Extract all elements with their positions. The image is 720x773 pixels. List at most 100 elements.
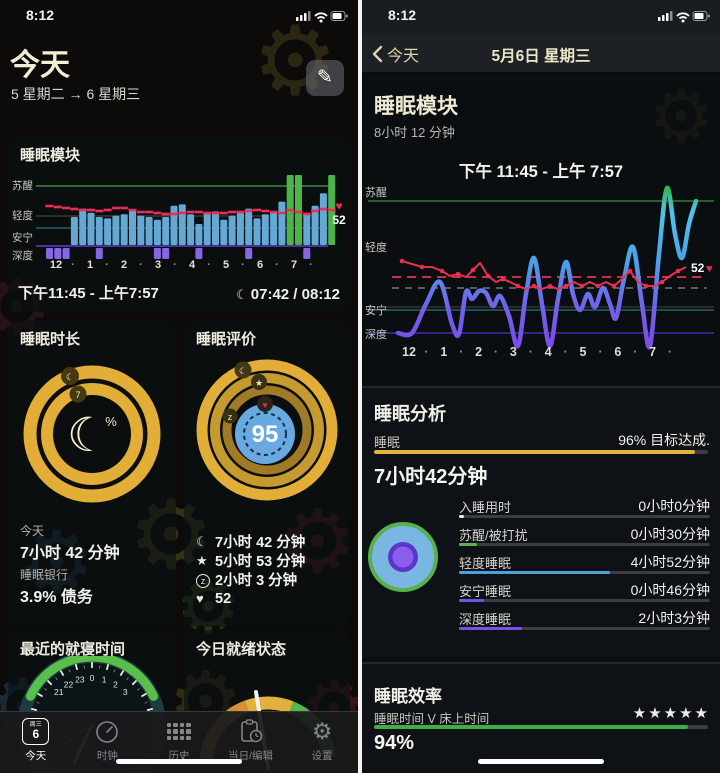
- svg-text:0: 0: [90, 673, 95, 683]
- svg-text:4: 4: [189, 259, 196, 271]
- svg-text:·: ·: [494, 345, 498, 359]
- svg-text:深度: 深度: [365, 327, 387, 341]
- svg-text:苏醒: 苏醒: [365, 186, 387, 199]
- sleep-analysis-section: 睡眠分析 睡眠 96% 目标达成. 7小时42分钟 入睡用时 0小时0分钟 苏醒/被…: [362, 388, 720, 658]
- stage-duration: 2小时3分钟: [638, 610, 710, 626]
- stage-progress-track: [459, 515, 710, 518]
- svg-text:·: ·: [241, 259, 245, 271]
- status-time: 8:12: [26, 7, 55, 23]
- sleep-bank-label: 睡眠银行: [20, 568, 69, 582]
- stage-progress-fill: [459, 627, 522, 630]
- asleep-vs-inbed: ☾ 07:42 / 08:12: [236, 286, 340, 303]
- svg-text:·: ·: [173, 259, 177, 271]
- svg-text:22: 22: [64, 679, 74, 689]
- sleep-stage-row[interactable]: 轻度睡眠 4小时52分钟: [459, 550, 710, 578]
- stage-duration: 0小时30分钟: [630, 526, 710, 542]
- tab-history[interactable]: 历史: [143, 712, 215, 773]
- svg-text:安宁: 安宁: [12, 231, 33, 244]
- score-stat-row: ☾ 7小时 42 分钟: [196, 532, 306, 552]
- star-cap-icon: ★: [255, 378, 263, 388]
- svg-text:1: 1: [102, 675, 107, 685]
- percent-label: %: [105, 414, 117, 429]
- today-label: 今天: [20, 524, 45, 538]
- svg-text:2: 2: [113, 679, 118, 689]
- svg-text:6: 6: [614, 345, 621, 359]
- tab-label: 时钟: [96, 750, 118, 762]
- svg-text:4: 4: [545, 345, 552, 359]
- status-icons: [658, 9, 710, 28]
- stage-duration: 0小时0分钟: [638, 498, 710, 514]
- tab-today[interactable]: 周三 6 今天: [0, 712, 72, 773]
- back-button[interactable]: 今天: [372, 42, 419, 66]
- sleep-duration-card[interactable]: 睡眠时长 ☾ 7 ☾ % 今天 7小时 42 分钟 睡眠银行 3.9% 债务: [8, 320, 176, 627]
- tab-clock[interactable]: 时钟: [72, 712, 144, 773]
- duration-rings: ☾ 7 ☾ %: [23, 365, 161, 503]
- star-icon: ★: [196, 552, 208, 568]
- svg-text:·: ·: [424, 345, 428, 359]
- moon-icon: ☾: [196, 533, 208, 549]
- section-title: 睡眠模块: [374, 95, 458, 118]
- card-title: 睡眠模块: [20, 147, 81, 164]
- card-title: 今日就绪状态: [196, 641, 287, 658]
- section-divider: [362, 386, 720, 388]
- svg-text:52: 52: [691, 261, 705, 275]
- score-stat-value: 5小时 53 分钟: [215, 554, 306, 570]
- edit-button[interactable]: ✎: [306, 60, 344, 96]
- history-icon: [166, 718, 191, 745]
- sleep-stage-list: 入睡用时 0小时0分钟苏醒/被打扰 0小时30分钟 轻度睡眠 4小时52分钟 安宁睡眠 0小…: [459, 494, 710, 634]
- svg-text:·: ·: [275, 259, 279, 271]
- svg-text:5: 5: [223, 259, 229, 271]
- svg-text:21: 21: [54, 687, 64, 697]
- svg-text:♥: ♥: [335, 199, 342, 213]
- tab-settings[interactable]: ⚙ 设置: [286, 712, 358, 773]
- sleep-stage-row[interactable]: 入睡用时 0小时0分钟: [459, 494, 710, 522]
- sleep-score-card[interactable]: 睡眠评价 ☾ ★ z ♥ 95 ☾ 7小时 42 分钟 ★ 5小时 53 分钟 z 2小时…: [184, 320, 350, 627]
- goal-progress-label: 96% 目标达成.: [618, 432, 710, 448]
- score-stat-value: 7小时 42 分钟: [215, 535, 306, 551]
- pencil-icon: ✎: [317, 67, 333, 88]
- svg-text:·: ·: [598, 345, 602, 359]
- sleep-score-value: 95: [252, 421, 279, 448]
- tab-day-edit[interactable]: 当日/编辑: [215, 712, 287, 773]
- card-title: 最近的就寝时间: [20, 641, 126, 658]
- svg-text:深度: 深度: [12, 249, 33, 262]
- svg-text:轻度: 轻度: [12, 209, 33, 222]
- stage-duration: 4小时52分钟: [630, 554, 710, 570]
- stage-progress-fill: [459, 599, 485, 602]
- nav-bar: 今天 5月6日 星期三: [362, 34, 720, 73]
- sleep-stage-row[interactable]: 安宁睡眠 0小时46分钟: [459, 578, 710, 606]
- svg-text:·: ·: [529, 345, 533, 359]
- svg-text:·: ·: [668, 345, 672, 359]
- moon-cap-icon: ☾: [66, 372, 74, 382]
- svg-text:·: ·: [105, 259, 109, 271]
- score-stat-row: z 2小时 3 分钟: [196, 570, 305, 589]
- svg-text:轻度: 轻度: [365, 240, 387, 254]
- svg-text:·: ·: [207, 259, 211, 271]
- ring-cap-label: 7: [75, 390, 80, 400]
- home-indicator[interactable]: [478, 759, 604, 764]
- settings-icon: ⚙: [311, 718, 333, 744]
- efficiency-fill: [374, 725, 688, 729]
- stage-duration: 0小时46分钟: [630, 582, 710, 598]
- sleep-module-card[interactable]: 睡眠模块 苏醒 轻度 安宁 深度 12 · 1 · 2 · 3 · 4 · 5 · 6 · 7 · ♥ 52 下午11:4…: [8, 136, 350, 312]
- home-indicator[interactable]: [116, 759, 242, 764]
- clock-icon: [95, 718, 119, 745]
- stage-label: 入睡用时: [459, 500, 512, 515]
- stage-progress-track: [459, 599, 710, 602]
- svg-text:52: 52: [332, 213, 346, 227]
- tab-label: 设置: [311, 750, 333, 762]
- sleep-stage-row[interactable]: 深度睡眠 2小时3分钟: [459, 606, 710, 634]
- moon-cap-icon: ☾: [239, 366, 247, 376]
- sleep-efficiency-section: 睡眠效率 睡眠时间 V 床上时间 ★★★★★ 94%: [362, 664, 720, 773]
- svg-text:2: 2: [475, 345, 482, 359]
- sleep-composition-donut: [368, 522, 438, 592]
- sleep-stage-row[interactable]: 苏醒/被打扰 0小时30分钟: [459, 522, 710, 550]
- svg-text:·: ·: [459, 345, 463, 359]
- svg-text:7: 7: [291, 259, 297, 271]
- svg-text:12: 12: [50, 259, 62, 271]
- score-stat-value: 2小时 3 分钟: [215, 573, 298, 589]
- cellular-wifi-battery-icons: [296, 11, 348, 23]
